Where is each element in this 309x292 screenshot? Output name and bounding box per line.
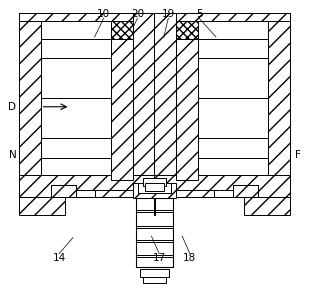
Text: F: F bbox=[294, 150, 300, 160]
Bar bbox=[154, 13, 290, 21]
Bar bbox=[19, 13, 155, 21]
Bar bbox=[176, 21, 269, 175]
Bar bbox=[40, 21, 133, 175]
Bar bbox=[136, 198, 173, 267]
Bar bbox=[66, 190, 95, 197]
Bar bbox=[269, 21, 290, 175]
Bar bbox=[233, 185, 257, 197]
Bar bbox=[214, 190, 243, 197]
Bar bbox=[154, 175, 290, 197]
Text: 10: 10 bbox=[97, 9, 110, 19]
Text: 18: 18 bbox=[183, 253, 197, 263]
Text: D: D bbox=[8, 102, 16, 112]
Bar bbox=[198, 21, 269, 39]
Bar bbox=[143, 277, 166, 283]
Bar bbox=[19, 21, 40, 175]
Bar bbox=[176, 39, 269, 58]
Bar bbox=[176, 21, 198, 39]
Bar bbox=[138, 183, 171, 193]
Bar bbox=[154, 13, 290, 21]
Bar bbox=[19, 175, 155, 197]
Text: 5: 5 bbox=[196, 9, 202, 19]
Bar bbox=[52, 185, 76, 197]
Text: 17: 17 bbox=[152, 253, 166, 263]
Bar bbox=[95, 190, 135, 197]
Bar bbox=[19, 197, 66, 215]
Bar bbox=[143, 178, 166, 186]
Bar bbox=[133, 183, 176, 198]
Bar bbox=[136, 212, 173, 226]
Bar bbox=[111, 21, 133, 39]
Bar bbox=[140, 270, 169, 277]
Bar bbox=[19, 13, 155, 21]
Bar bbox=[174, 190, 214, 197]
Bar bbox=[136, 227, 173, 239]
Bar bbox=[40, 138, 133, 158]
Bar bbox=[176, 138, 269, 158]
Text: 19: 19 bbox=[162, 9, 175, 19]
Bar bbox=[145, 183, 164, 191]
Bar bbox=[133, 13, 155, 187]
Text: 20: 20 bbox=[131, 9, 144, 19]
Bar bbox=[136, 258, 173, 267]
Bar bbox=[136, 198, 173, 210]
Bar bbox=[233, 185, 257, 197]
Bar bbox=[176, 98, 269, 138]
Text: 14: 14 bbox=[53, 253, 66, 263]
Bar bbox=[40, 58, 133, 98]
Bar bbox=[176, 21, 198, 180]
Bar bbox=[40, 39, 133, 58]
Bar bbox=[136, 241, 173, 256]
Bar bbox=[154, 13, 176, 187]
Bar bbox=[176, 58, 269, 98]
Bar bbox=[40, 21, 111, 39]
Text: N: N bbox=[9, 150, 16, 160]
Bar bbox=[243, 197, 290, 215]
Bar bbox=[40, 98, 133, 138]
Bar bbox=[52, 185, 76, 197]
Bar bbox=[111, 21, 133, 180]
